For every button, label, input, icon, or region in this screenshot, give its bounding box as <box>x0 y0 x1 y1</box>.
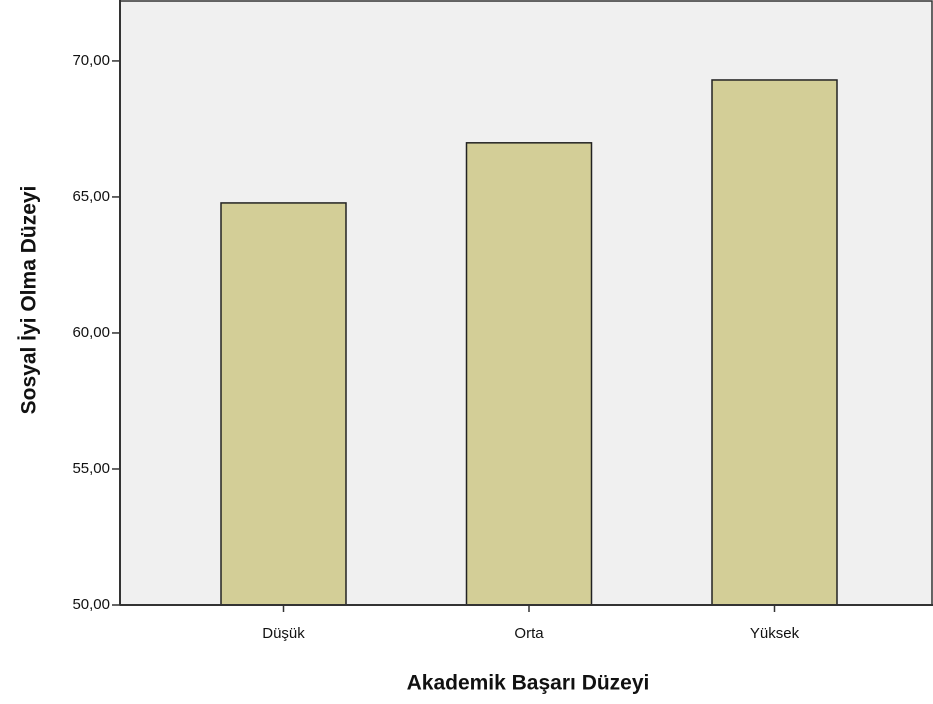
y-tick-label: 60,00 <box>72 324 110 341</box>
x-axis-title: Akademik Başarı Düzeyi <box>407 672 650 695</box>
x-tick-label: Yüksek <box>750 625 800 642</box>
bar <box>465 142 593 606</box>
y-tick-label: 65,00 <box>72 188 110 205</box>
y-tick-label: 55,00 <box>72 460 110 477</box>
y-tick-label: 50,00 <box>72 596 110 613</box>
x-tick-label: Orta <box>514 625 544 642</box>
bar <box>711 79 838 606</box>
y-tick-label: 70,00 <box>72 52 110 69</box>
x-tick-label: Düşük <box>262 625 305 642</box>
bar <box>220 202 347 606</box>
y-axis-title: Sosyal İyi Olma Düzeyi <box>18 186 41 415</box>
